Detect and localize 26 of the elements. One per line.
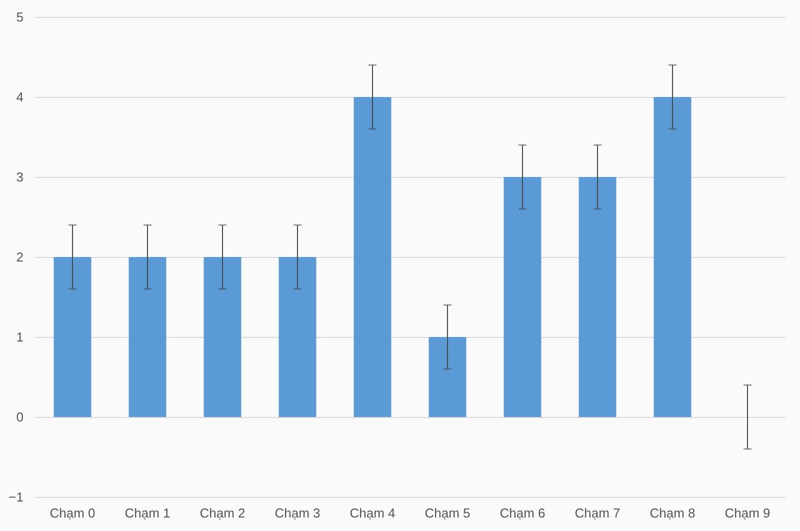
bar: [54, 257, 92, 417]
x-tick-label: Chạm 9: [724, 506, 770, 520]
bar: [654, 97, 692, 417]
y-tick-label: −1: [8, 490, 24, 504]
x-tick-label: Chạm 1: [124, 506, 170, 520]
bar: [128, 257, 166, 417]
bar: [578, 177, 616, 417]
x-tick-label: Chạm 8: [650, 506, 696, 520]
y-tick-label: 0: [16, 410, 24, 424]
x-tick-label: Chạm 7: [574, 506, 620, 520]
bar: [204, 257, 242, 417]
bar: [504, 177, 542, 417]
y-tick-label: 4: [16, 90, 24, 104]
x-tick-label: Chạm 0: [50, 506, 96, 520]
y-tick-label: 5: [16, 10, 24, 24]
x-tick-label: Chạm 4: [350, 506, 396, 520]
bar: [428, 337, 466, 417]
bar: [354, 97, 392, 417]
x-tick-label: Chạm 5: [424, 506, 470, 520]
y-tick-label: 3: [16, 170, 24, 184]
x-tick-label: Chạm 3: [274, 506, 320, 520]
x-tick-label: Chạm 2: [200, 506, 246, 520]
y-tick-label: 2: [16, 250, 24, 264]
x-tick-label: Chạm 6: [500, 506, 546, 520]
y-tick-label: 1: [16, 330, 24, 344]
bar: [278, 257, 316, 417]
